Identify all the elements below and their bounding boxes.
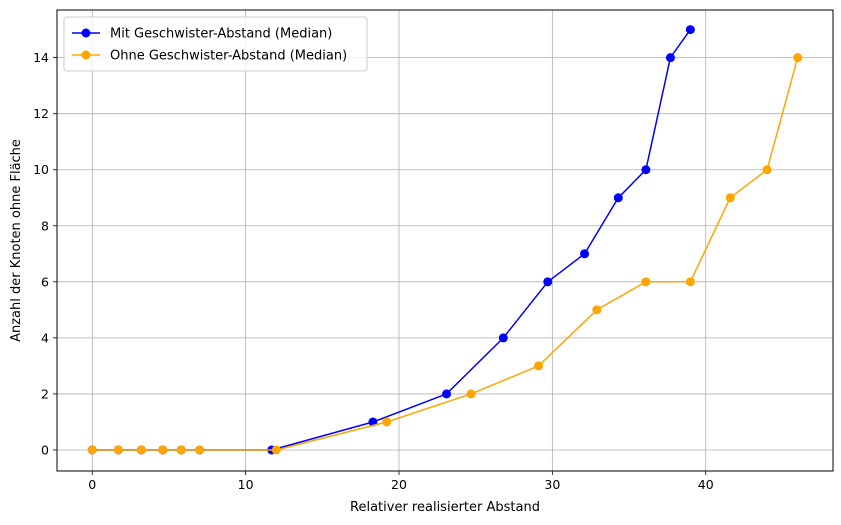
data-point bbox=[685, 277, 695, 287]
x-tick-label: 40 bbox=[698, 477, 714, 492]
data-point bbox=[113, 445, 123, 455]
axis-ticks: 0 10 20 30 40 0 2 4 6 8 10 12 14 bbox=[33, 50, 714, 492]
data-point bbox=[665, 53, 675, 63]
data-point bbox=[382, 417, 392, 427]
data-point bbox=[762, 165, 772, 175]
y-axis-label: Anzahl der Knoten ohne Fläche bbox=[9, 139, 24, 342]
y-tick-label: 2 bbox=[41, 386, 49, 401]
y-tick-label: 8 bbox=[41, 218, 49, 233]
data-point bbox=[271, 445, 281, 455]
y-tick-label: 10 bbox=[33, 162, 49, 177]
x-tick-label: 10 bbox=[238, 477, 254, 492]
y-tick-label: 0 bbox=[41, 442, 49, 457]
y-tick-label: 6 bbox=[41, 274, 49, 289]
data-point bbox=[592, 305, 602, 315]
data-point bbox=[534, 361, 544, 371]
data-point bbox=[136, 445, 146, 455]
y-tick-label: 12 bbox=[33, 106, 49, 121]
legend-items: Mit Geschwister-Abstand (Median) Ohne Ges… bbox=[72, 27, 347, 64]
legend-item: Mit Geschwister-Abstand (Median) bbox=[72, 27, 332, 42]
legend-label: Ohne Geschwister-Abstand (Median) bbox=[110, 49, 347, 64]
data-point bbox=[466, 389, 476, 399]
legend-box bbox=[63, 16, 368, 72]
data-point bbox=[641, 277, 651, 287]
series-line bbox=[92, 57, 799, 451]
data-point bbox=[158, 445, 168, 455]
x-tick-label: 20 bbox=[391, 477, 407, 492]
data-point bbox=[641, 165, 651, 175]
data-point bbox=[498, 333, 508, 343]
data-point bbox=[793, 53, 803, 63]
legend-marker bbox=[81, 28, 91, 38]
legend-marker bbox=[81, 50, 91, 60]
series-2 bbox=[87, 53, 803, 455]
data-point bbox=[176, 445, 186, 455]
data-point bbox=[543, 277, 553, 287]
x-axis-label: Relativer realisierter Abstand bbox=[350, 500, 540, 515]
data-point bbox=[195, 445, 205, 455]
data-point bbox=[613, 193, 623, 203]
legend-item: Ohne Geschwister-Abstand (Median) bbox=[72, 49, 347, 64]
data-point bbox=[725, 193, 735, 203]
series-layer bbox=[87, 25, 803, 455]
plot-frame bbox=[56, 9, 834, 472]
data-point bbox=[442, 389, 452, 399]
y-tick-label: 14 bbox=[33, 50, 49, 65]
data-point bbox=[87, 445, 97, 455]
x-tick-label: 0 bbox=[88, 477, 96, 492]
data-point bbox=[685, 25, 695, 35]
x-tick-label: 30 bbox=[544, 477, 560, 492]
legend-label: Mit Geschwister-Abstand (Median) bbox=[110, 27, 332, 42]
data-point bbox=[580, 249, 590, 259]
y-tick-label: 4 bbox=[41, 330, 49, 345]
legend: Mit Geschwister-Abstand (Median) Ohne Ges… bbox=[63, 16, 368, 72]
